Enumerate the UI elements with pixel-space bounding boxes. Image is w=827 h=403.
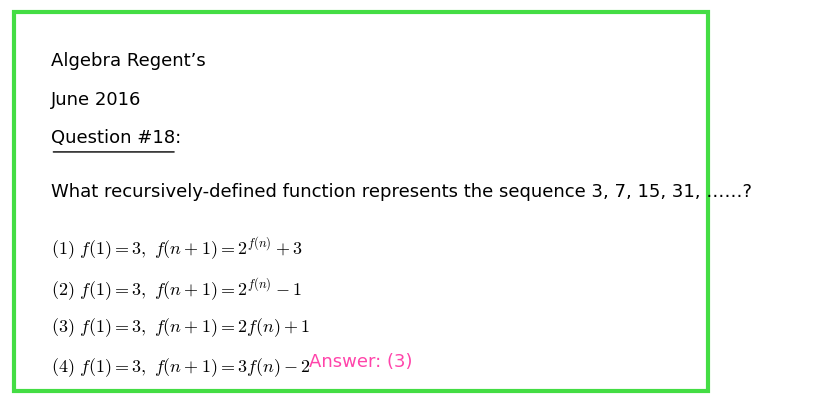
Text: Algebra Regent’s: Algebra Regent’s — [50, 52, 205, 71]
Text: $(1)\ f(1) = 3,\ f(n+1) = 2^{f(n)} + 3$: $(1)\ f(1) = 3,\ f(n+1) = 2^{f(n)} + 3$ — [50, 236, 302, 262]
Text: $(3)\ f(1) = 3,\ f(n+1) = 2f(n) + 1$: $(3)\ f(1) = 3,\ f(n+1) = 2f(n) + 1$ — [50, 316, 309, 339]
Text: $(2)\ f(1) = 3,\ f(n+1) = 2^{f(n)} - 1$: $(2)\ f(1) = 3,\ f(n+1) = 2^{f(n)} - 1$ — [50, 276, 302, 303]
Text: June 2016: June 2016 — [50, 91, 141, 109]
Text: What recursively-defined function represents the sequence 3, 7, 15, 31, ……?: What recursively-defined function repres… — [50, 183, 752, 202]
Text: Question #18:: Question #18: — [50, 129, 181, 147]
Text: Answer: (3): Answer: (3) — [309, 353, 413, 371]
FancyBboxPatch shape — [14, 12, 708, 391]
Text: $(4)\ f(1) = 3,\ f(n+1) = 3f(n) - 2$: $(4)\ f(1) = 3,\ f(n+1) = 3f(n) - 2$ — [50, 357, 310, 379]
